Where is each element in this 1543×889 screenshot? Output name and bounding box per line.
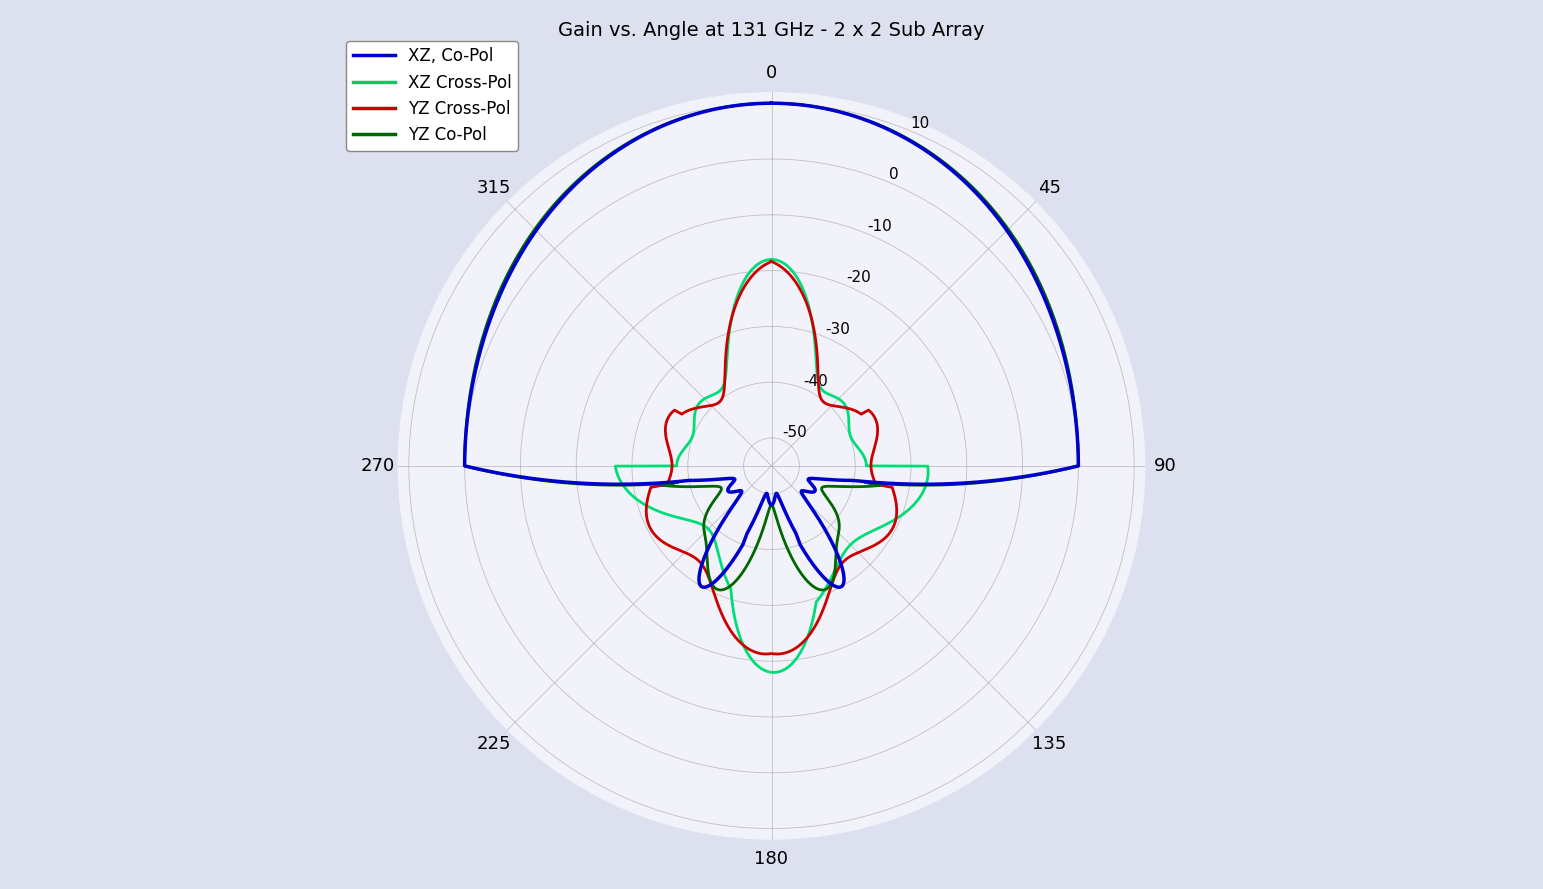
Legend: XZ, Co-Pol, XZ Cross-Pol, YZ Cross-Pol, YZ Co-Pol: XZ, Co-Pol, XZ Cross-Pol, YZ Cross-Pol, …: [346, 41, 518, 151]
Title: Gain vs. Angle at 131 GHz - 2 x 2 Sub Array: Gain vs. Angle at 131 GHz - 2 x 2 Sub Ar…: [559, 20, 984, 40]
